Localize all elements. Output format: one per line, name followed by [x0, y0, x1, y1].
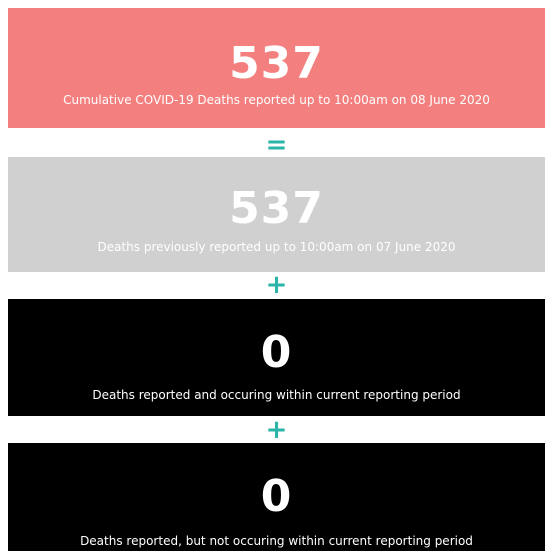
operator: + [265, 270, 288, 300]
operator: = [265, 130, 288, 160]
box-value: 0 [260, 327, 293, 378]
previous-box: 537 Deaths previously reported up to 10:… [8, 157, 545, 272]
operator: + [265, 415, 288, 445]
box-value: 537 [229, 38, 324, 89]
box-value: 0 [260, 471, 293, 522]
not-current-box: 0 Deaths reported, but not occuring with… [8, 443, 545, 551]
box-caption: Deaths reported and occuring within curr… [92, 388, 461, 402]
box-caption: Deaths reported, but not occuring within… [80, 534, 473, 548]
box-caption: Cumulative COVID-19 Deaths reported up t… [63, 93, 490, 107]
box-value: 537 [229, 183, 324, 234]
current-box: 0 Deaths reported and occuring within cu… [8, 299, 545, 416]
cumulative-box: 537 Cumulative COVID-19 Deaths reported … [8, 8, 545, 128]
box-caption: Deaths previously reported up to 10:00am… [97, 240, 456, 254]
